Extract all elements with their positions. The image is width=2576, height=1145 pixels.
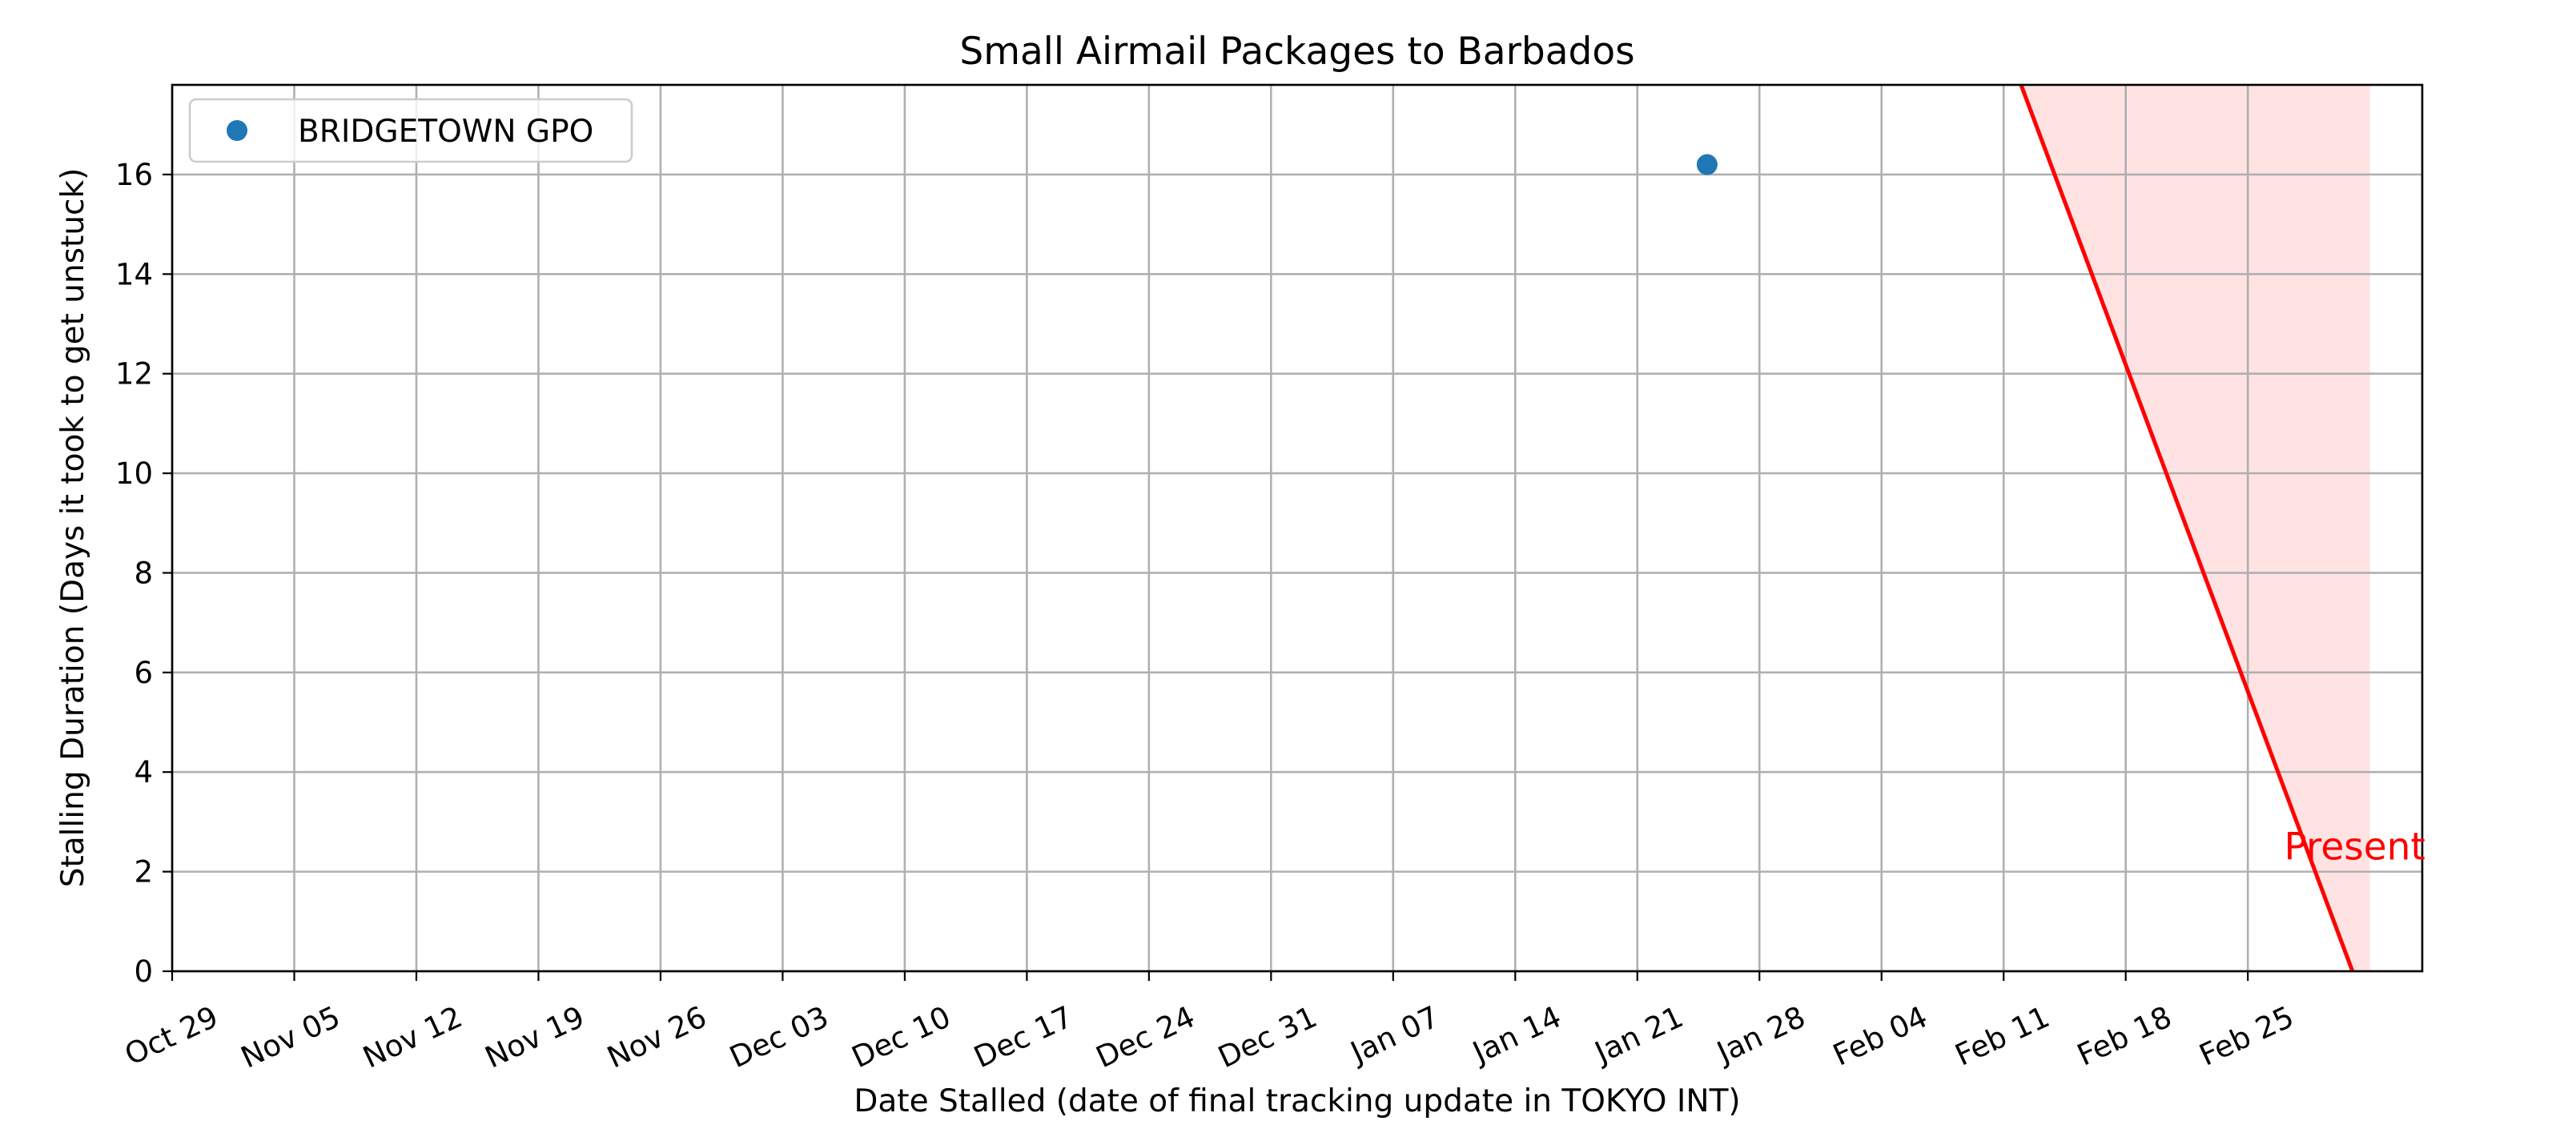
points-layer [1696,154,1718,175]
y-tick-label: 0 [134,954,153,989]
plot-frame [171,83,2424,973]
x-axis-label: Date Stalled (date of final tracking upd… [854,1083,1740,1119]
y-tick-label: 4 [134,755,153,789]
y-axis-ticks: 0 2 4 6 8 10 12 14 16 [115,158,172,989]
y-tick-label: 2 [134,855,153,890]
data-point [1696,154,1718,175]
y-tick-label: 12 [115,357,153,392]
present-annotation: Present [2285,826,2425,870]
legend: BRIDGETOWN GPO [188,98,633,163]
y-axis-label: Stalling Duration (Days it took to get u… [55,168,91,888]
present-shade-layer [2020,85,2370,971]
present-shaded-region [2020,85,2370,971]
legend-box [188,98,633,163]
y-tick-label: 14 [115,257,153,291]
legend-label-bridgetown-gpo: BRIDGETOWN GPO [298,114,593,150]
present-line [2019,84,2355,972]
present-line-layer [2019,84,2355,972]
y-tick-label: 16 [115,158,153,192]
y-tick-label: 6 [134,656,153,690]
legend-marker-bridgetown-gpo [227,120,247,141]
y-tick-label: 8 [134,556,153,590]
chart-title: Small Airmail Packages to Barbados [959,30,1634,74]
y-tick-label: 10 [115,456,153,491]
